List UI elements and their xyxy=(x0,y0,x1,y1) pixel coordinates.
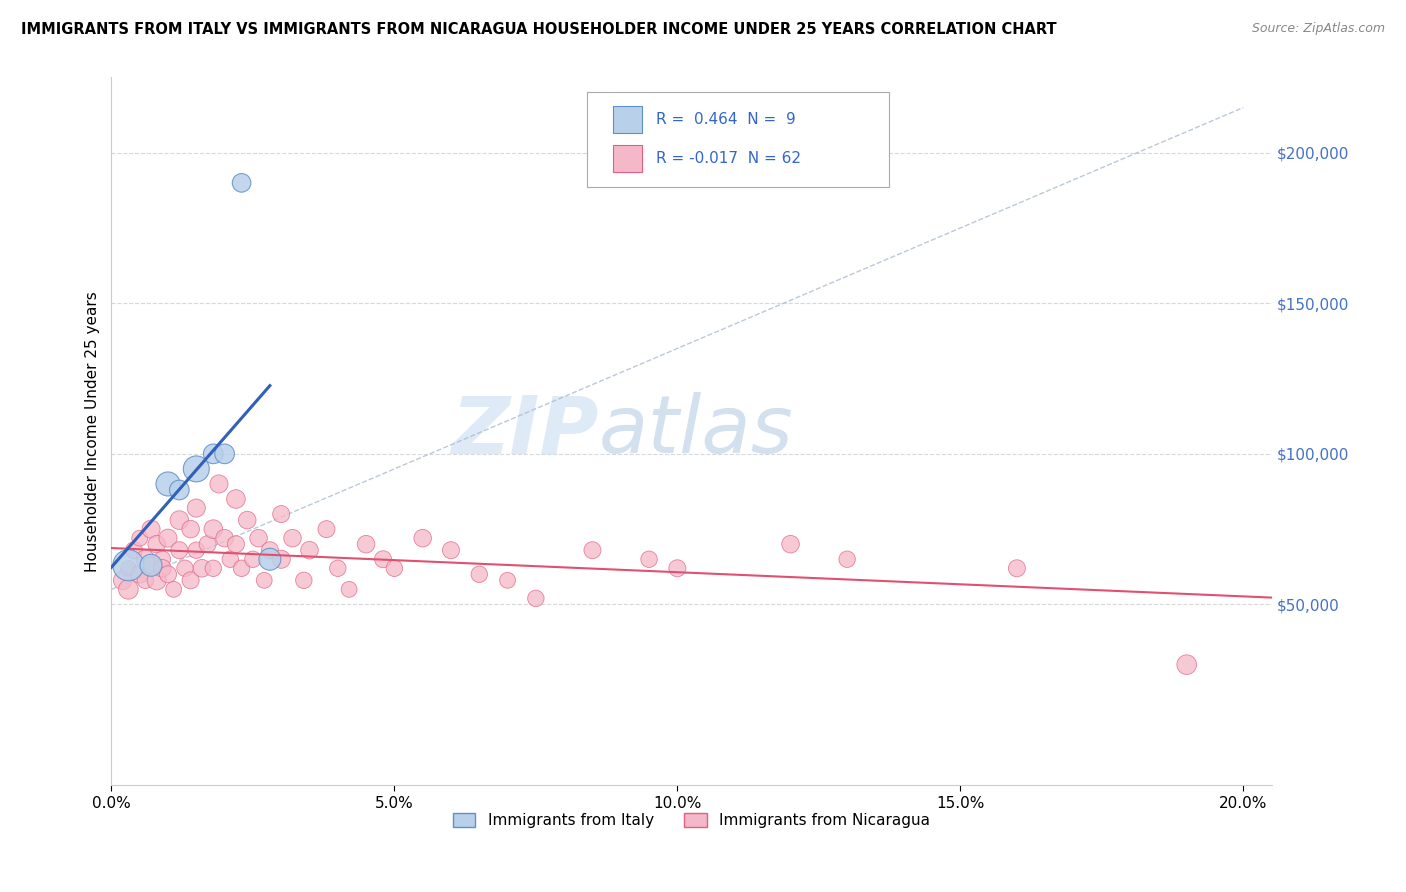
Point xyxy=(180,574,202,588)
Point xyxy=(412,531,434,545)
Point xyxy=(117,582,139,597)
Point xyxy=(197,537,219,551)
Point xyxy=(259,552,281,566)
Point xyxy=(281,531,304,545)
Point xyxy=(247,531,270,545)
Point xyxy=(122,543,145,558)
Point xyxy=(117,558,139,573)
Point xyxy=(496,574,519,588)
Point xyxy=(134,552,156,566)
Point xyxy=(231,176,253,190)
Point xyxy=(156,567,179,582)
Point xyxy=(225,537,247,551)
Point xyxy=(440,543,463,558)
Text: ZIP: ZIP xyxy=(451,392,599,470)
Point xyxy=(202,561,225,575)
Point xyxy=(1175,657,1198,672)
Point xyxy=(371,552,394,566)
Point xyxy=(298,543,321,558)
Point xyxy=(150,561,173,575)
Point xyxy=(208,477,231,491)
Y-axis label: Householder Income Under 25 years: Householder Income Under 25 years xyxy=(86,291,100,572)
Point xyxy=(202,522,225,536)
Point xyxy=(128,567,150,582)
Point xyxy=(259,543,281,558)
Point xyxy=(354,537,377,551)
Point xyxy=(150,552,173,566)
Point xyxy=(236,513,259,527)
Point xyxy=(145,574,167,588)
Point xyxy=(163,582,186,597)
Point xyxy=(666,561,689,575)
Point xyxy=(315,522,337,536)
Point xyxy=(242,552,264,566)
Point xyxy=(156,531,179,545)
Point xyxy=(524,591,547,606)
Point xyxy=(117,561,139,575)
Point xyxy=(186,543,208,558)
Point xyxy=(219,552,242,566)
Point xyxy=(111,574,134,588)
Point xyxy=(638,552,661,566)
Point xyxy=(225,491,247,506)
Point xyxy=(231,561,253,575)
Point xyxy=(169,483,191,497)
Point xyxy=(837,552,859,566)
Text: R =  0.464  N =  9: R = 0.464 N = 9 xyxy=(655,112,796,127)
Point xyxy=(214,531,236,545)
Point xyxy=(139,558,162,573)
Point xyxy=(270,552,292,566)
Point xyxy=(1005,561,1028,575)
Text: atlas: atlas xyxy=(599,392,793,470)
Bar xyxy=(613,106,641,133)
Point xyxy=(326,561,349,575)
FancyBboxPatch shape xyxy=(588,92,889,187)
Point xyxy=(202,447,225,461)
Point xyxy=(270,507,292,521)
Point xyxy=(156,477,179,491)
Legend: Immigrants from Italy, Immigrants from Nicaragua: Immigrants from Italy, Immigrants from N… xyxy=(447,806,936,834)
Point xyxy=(191,561,214,575)
Point xyxy=(468,567,491,582)
Point xyxy=(186,462,208,476)
Point xyxy=(581,543,603,558)
Point xyxy=(253,574,276,588)
Point xyxy=(180,522,202,536)
Text: R = -0.017  N = 62: R = -0.017 N = 62 xyxy=(655,151,800,166)
Point xyxy=(174,561,197,575)
Point xyxy=(382,561,405,575)
Point xyxy=(139,558,162,573)
Text: IMMIGRANTS FROM ITALY VS IMMIGRANTS FROM NICARAGUA HOUSEHOLDER INCOME UNDER 25 Y: IMMIGRANTS FROM ITALY VS IMMIGRANTS FROM… xyxy=(21,22,1057,37)
Point xyxy=(779,537,801,551)
Point xyxy=(214,447,236,461)
Point xyxy=(169,543,191,558)
Bar xyxy=(613,145,641,172)
Point xyxy=(134,574,156,588)
Point xyxy=(169,513,191,527)
Point xyxy=(128,531,150,545)
Point xyxy=(337,582,360,597)
Point xyxy=(186,501,208,516)
Point xyxy=(139,522,162,536)
Point xyxy=(292,574,315,588)
Point xyxy=(145,537,167,551)
Text: Source: ZipAtlas.com: Source: ZipAtlas.com xyxy=(1251,22,1385,36)
